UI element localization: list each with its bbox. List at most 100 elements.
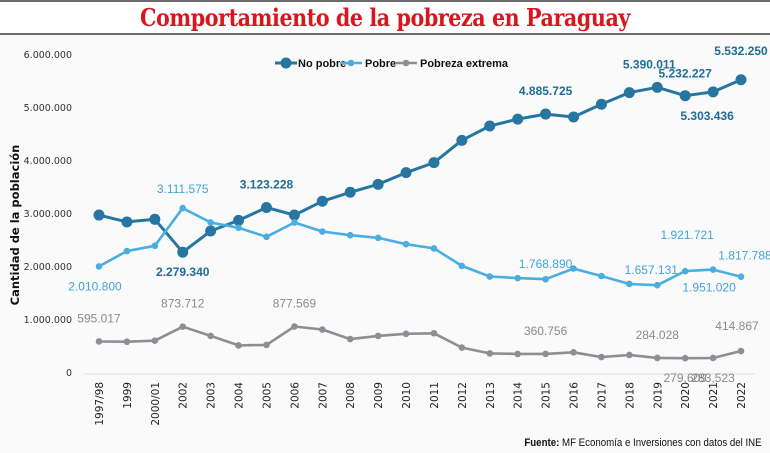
series-line-pobre [98, 206, 742, 287]
data-point-pobreza-extrema [542, 350, 549, 358]
data-label: 5.390.011 [623, 57, 676, 71]
data-point-pobre [291, 219, 298, 226]
data-label: 414.867 [715, 319, 759, 333]
x-tick-label: 2021 [708, 382, 720, 409]
data-point-pobreza-extrema [179, 323, 187, 330]
data-point-pobre [542, 275, 549, 283]
x-tick-label: 2000/01 [150, 382, 162, 426]
data-point-pobre [709, 266, 717, 273]
data-point-no-pobre [456, 134, 468, 146]
legend-item-pobre: Pobre [340, 58, 396, 70]
x-axis: 1997/98 1999 2000/01 2002 2003 2004 2005 2006 20… [94, 382, 748, 426]
line-chart: 0 1.000.000 2.000.000 3.000.000 4.000.000 5.0… [8, 44, 770, 426]
data-point-pobre [458, 262, 466, 270]
data-point-pobreza-extrema [402, 330, 410, 338]
data-point-no-pobre [372, 178, 384, 190]
y-tick-label: 4.000.000 [24, 156, 72, 167]
x-tick-label: 2018 [624, 382, 636, 409]
source-text: MF Economía e Inversiones con datos del … [562, 437, 762, 449]
data-point-pobre [430, 245, 438, 252]
y-tick-label: 3.000.000 [24, 209, 72, 220]
data-label: 283,523 [691, 371, 735, 385]
x-tick-label: 2005 [261, 382, 273, 409]
x-tick-label: 2007 [317, 382, 329, 409]
data-point-no-pobre [177, 246, 189, 258]
title-bar: Comportamiento de la pobreza en Paraguay [0, 0, 770, 35]
data-label: 2.010.800 [68, 279, 122, 293]
data-point-pobreza-extrema [626, 351, 633, 359]
data-labels: 2.279.340 3.123.228 4.885.725 5.390.0115.23… [68, 44, 770, 385]
data-point-pobreza-extrema [123, 338, 131, 346]
data-point-pobre [681, 267, 689, 275]
data-point-pobre [514, 274, 521, 282]
data-point-no-pobre [512, 113, 524, 125]
data-point-no-pobre [344, 186, 356, 198]
x-tick-label: 2002 [178, 382, 190, 409]
data-point-no-pobre [316, 195, 328, 207]
data-point-pobre [598, 272, 605, 280]
x-tick-label: 2006 [289, 382, 301, 409]
x-tick-label: 2019 [652, 382, 664, 409]
data-point-no-pobre [149, 213, 161, 225]
x-tick-label: 2022 [736, 382, 748, 409]
data-point-no-pobre [288, 209, 300, 221]
source-label: Fuente: [524, 437, 560, 449]
data-point-pobreza-extrema [207, 332, 214, 340]
data-label: 4.885.725 [519, 84, 573, 98]
y-axis-label: Cantidad de la población [8, 145, 22, 306]
data-point-pobreza-extrema [709, 354, 717, 362]
data-label: 1.921.721 [660, 228, 714, 242]
data-point-pobreza-extrema [151, 337, 159, 344]
data-point-no-pobre [595, 98, 607, 110]
x-tick-label: 2015 [541, 382, 553, 409]
legend: No pobre Pobre Pobreza extrema [275, 57, 509, 70]
data-point-no-pobre [540, 108, 552, 120]
series-pobre [95, 204, 745, 289]
data-point-pobreza-extrema [598, 353, 605, 361]
x-tick-label: 2003 [206, 382, 218, 409]
data-point-pobre [179, 204, 187, 212]
data-label: 873.712 [161, 297, 205, 311]
data-point-pobreza-extrema [95, 338, 103, 345]
data-point-pobre [486, 273, 494, 280]
legend-item-no-pobre: No pobre [275, 57, 346, 70]
legend-marker-icon [347, 59, 355, 67]
data-point-pobre [319, 228, 326, 235]
legend-marker-icon [402, 59, 410, 67]
x-tick-label: 2009 [373, 382, 385, 409]
x-tick-label: 2010 [401, 382, 413, 409]
series-line-no-pobre [98, 78, 742, 254]
legend-item-pobreza-extrema: Pobreza extrema [395, 58, 509, 70]
data-point-pobreza-extrema [570, 349, 577, 356]
y-tick-label: 1.000.000 [24, 315, 72, 326]
data-point-pobre [374, 234, 382, 242]
series-line-pobreza-extrema [98, 325, 742, 360]
data-point-pobre [263, 233, 270, 241]
legend-marker-icon [280, 57, 292, 69]
data-label: 1.768.890 [519, 257, 573, 271]
data-point-pobre [151, 242, 159, 250]
data-point-pobreza-extrema [263, 341, 270, 349]
data-point-no-pobre [623, 87, 635, 99]
data-label: 2.279.340 [156, 265, 210, 279]
data-point-pobreza-extrema [319, 326, 326, 333]
data-point-pobreza-extrema [374, 332, 382, 340]
data-point-pobre [123, 247, 131, 255]
data-label: 360.756 [524, 324, 568, 338]
y-tick-label: 0 [66, 368, 72, 379]
data-label: 595.017 [77, 311, 121, 325]
legend-label: Pobreza extrema [420, 58, 509, 70]
data-point-no-pobre [205, 225, 217, 237]
data-label: 284.028 [636, 328, 680, 342]
data-point-pobreza-extrema [486, 350, 494, 357]
x-tick-label: 1997/98 [94, 382, 106, 426]
x-tick-label: 2020 [680, 382, 692, 409]
source-note: Fuente: MF Economía e Inversiones con da… [525, 437, 762, 449]
data-point-pobre [235, 224, 242, 232]
x-tick-label: 2017 [596, 382, 608, 409]
data-point-no-pobre [735, 74, 747, 86]
data-point-pobreza-extrema [737, 347, 745, 355]
data-label: 5.303.436 [680, 109, 734, 123]
data-point-pobreza-extrema [681, 354, 689, 362]
x-tick-label: 2014 [513, 382, 525, 409]
